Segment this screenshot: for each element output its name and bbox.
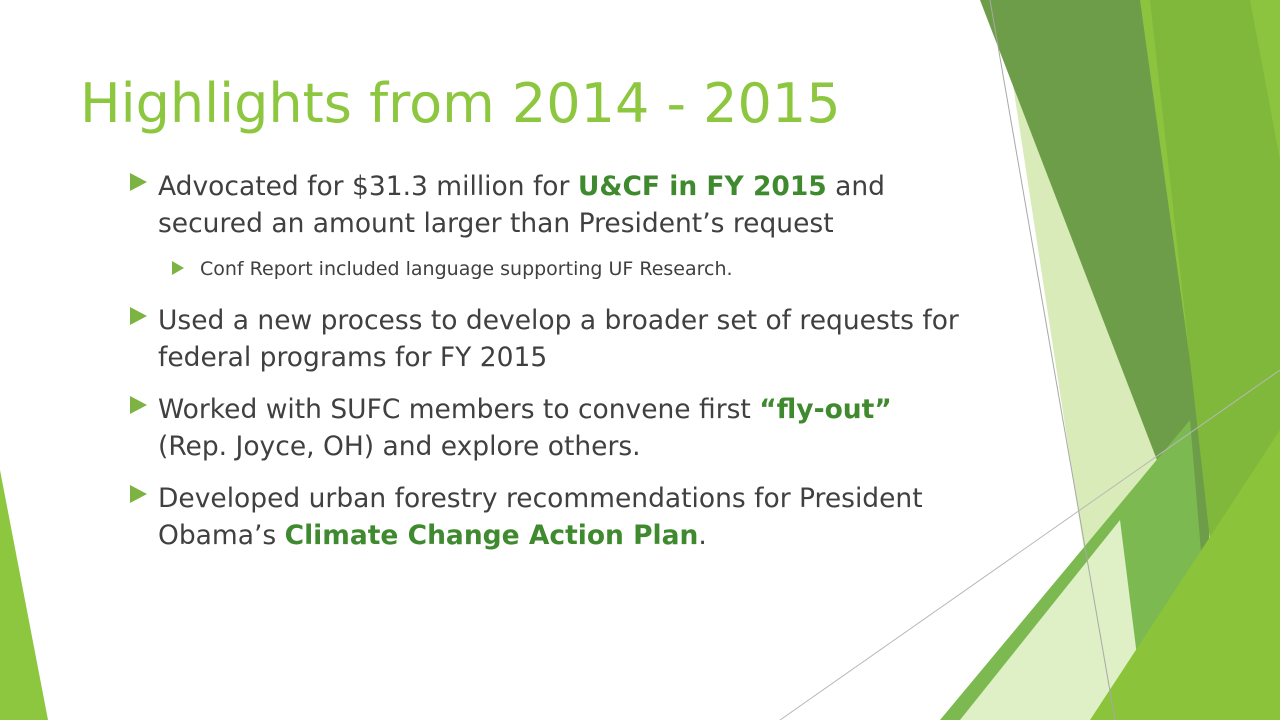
bullet-item: Worked with SUFC members to convene firs… bbox=[130, 391, 960, 465]
bullet-text: Used a new process to develop a broader … bbox=[158, 305, 959, 373]
bullet-item: Used a new process to develop a broader … bbox=[130, 302, 960, 376]
decor-shape-corner-bright bbox=[1090, 430, 1280, 720]
bullet-item: Advocated for $31.3 million for U&CF in … bbox=[130, 168, 960, 242]
bullet-list: Advocated for $31.3 million for U&CF in … bbox=[130, 168, 960, 569]
bullet-item: Developed urban forestry recommendations… bbox=[130, 480, 960, 554]
triangle-arrow-icon bbox=[130, 173, 147, 191]
triangle-arrow-icon bbox=[130, 396, 147, 414]
bullet-highlight: Climate Change Action Plan bbox=[284, 520, 699, 551]
decor-shape-left-corner bbox=[0, 470, 48, 720]
bullet-text: and secured an amount larger than Presid… bbox=[158, 171, 885, 239]
bullet-text: (Rep. Joyce, OH) and explore others. bbox=[158, 431, 641, 462]
triangle-arrow-icon bbox=[130, 485, 147, 503]
bullet-text: Advocated for $31.3 million for bbox=[158, 171, 578, 202]
bullet-text: . bbox=[698, 520, 707, 551]
decor-shape-pale-wedge bbox=[960, 520, 1145, 720]
slide-title: Highlights from 2014 - 2015 bbox=[80, 72, 841, 135]
decor-line-diagonal bbox=[989, 0, 1116, 720]
decor-line-fan bbox=[779, 369, 1280, 720]
triangle-arrow-icon bbox=[172, 261, 184, 275]
bullet-highlight: “fly-out” bbox=[759, 394, 892, 425]
sub-bullet-text: Conf Report included language supporting… bbox=[200, 258, 733, 280]
bullet-text: Developed urban forestry recommendations… bbox=[158, 483, 923, 551]
bullet-text: Worked with SUFC members to convene firs… bbox=[158, 394, 760, 425]
sub-bullet-item: Conf Report included language supporting… bbox=[172, 256, 960, 282]
triangle-arrow-icon bbox=[130, 307, 147, 325]
bullet-highlight: U&CF in FY 2015 bbox=[577, 171, 827, 202]
